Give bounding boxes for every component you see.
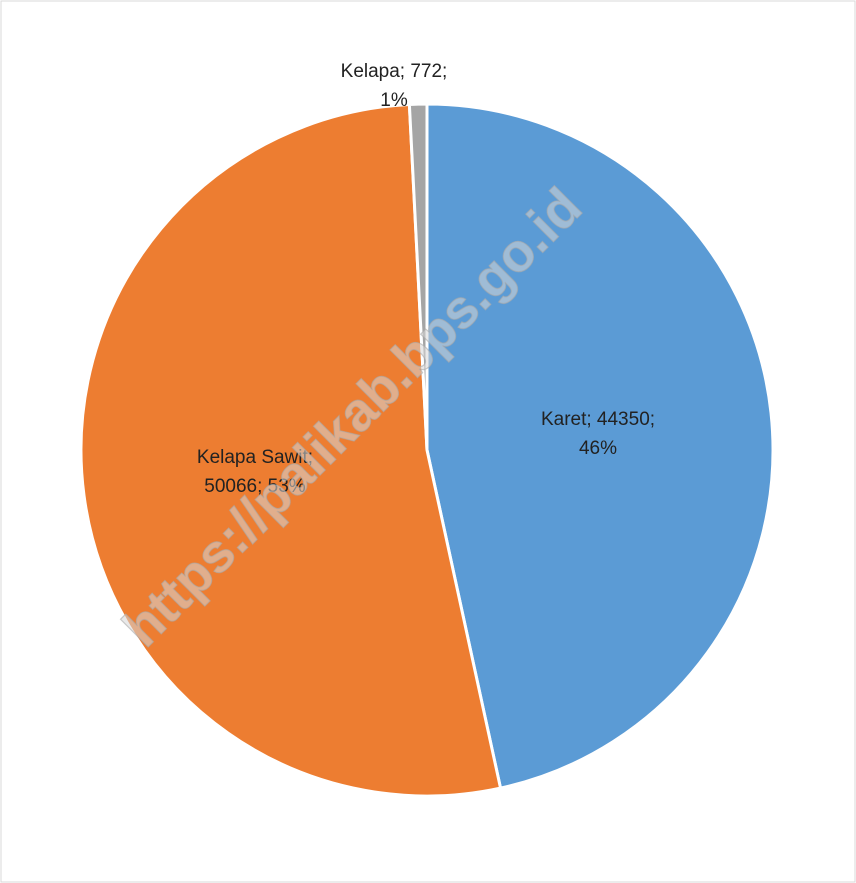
pie-slice <box>407 102 429 451</box>
pie-slice <box>79 102 503 798</box>
pie-slice <box>425 102 775 790</box>
pie <box>79 102 775 798</box>
data-label: Karet; 44350; <box>541 409 655 430</box>
data-label: Kelapa; 772; <box>341 61 448 82</box>
data-labels: Karet; 44350; 46% Kelapa Sawit; 50066; 53% K… <box>197 61 655 497</box>
data-label: 1% <box>380 90 408 111</box>
data-label: Kelapa Sawit; <box>197 447 313 468</box>
data-label: 50066; 53% <box>204 476 306 497</box>
data-label: 46% <box>579 438 617 459</box>
